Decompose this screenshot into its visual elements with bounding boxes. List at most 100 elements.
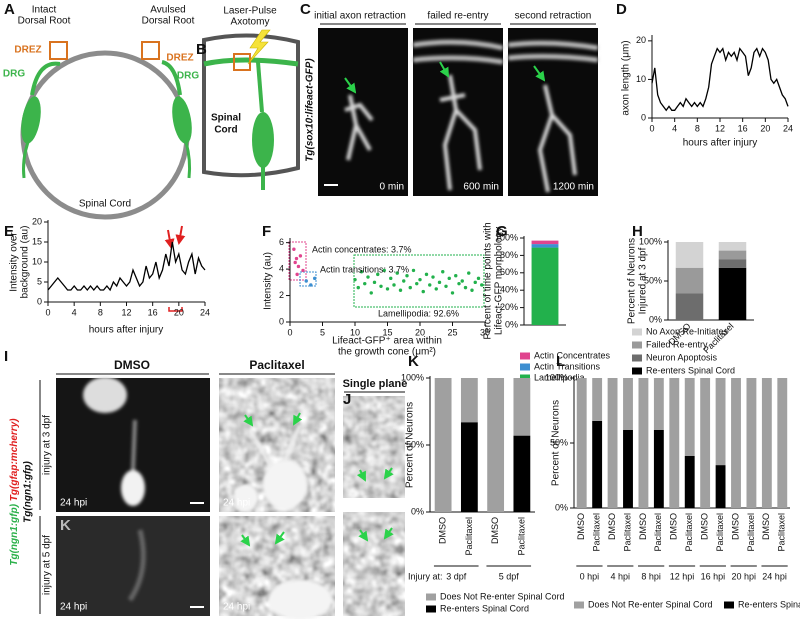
point — [470, 288, 474, 292]
bar-segment — [576, 378, 587, 508]
label: DREZ — [166, 53, 193, 64]
y-tick-label: 20 — [32, 216, 42, 226]
group-label: 5 dpf — [499, 571, 520, 581]
y-tick-label: 0% — [505, 319, 518, 329]
group-label: 0 hpi — [580, 571, 600, 581]
bar-segment — [700, 378, 711, 508]
point — [415, 281, 419, 286]
legend-label: Failed Re-entry — [646, 339, 708, 349]
bar-segment — [460, 378, 478, 423]
legend-swatch — [520, 363, 530, 371]
legend-label: Lamellipodia — [534, 372, 585, 382]
label: Axotomy — [231, 17, 270, 28]
bar-segment — [746, 378, 757, 508]
y-tick-label: 20% — [500, 302, 518, 312]
point — [424, 272, 429, 277]
group-label: 12 hpi — [670, 571, 695, 581]
bar-segment — [531, 247, 559, 325]
x-tick-label: 20 — [760, 123, 770, 133]
x-tick-label: 16 — [148, 307, 158, 317]
bar-segment — [592, 378, 603, 421]
bar-segment — [460, 422, 478, 512]
x-tick-label: 10 — [350, 327, 360, 337]
category-label: Paclitaxel — [777, 513, 787, 552]
arrows — [240, 412, 394, 547]
row-label: injury at 3 dpf — [42, 415, 53, 475]
bar-segment — [653, 378, 664, 430]
image-title: failed re-entry — [427, 11, 488, 22]
point — [379, 284, 383, 288]
legend-label: Actin Transitions — [534, 361, 601, 371]
group-label: 4 hpi — [611, 571, 631, 581]
arrow — [439, 61, 449, 78]
legend-swatch — [426, 593, 436, 601]
bar-segment — [623, 430, 633, 508]
point — [437, 280, 442, 285]
bar-segment — [675, 242, 704, 268]
legend-label: Actin Concentrates — [534, 350, 611, 360]
bar-segment — [684, 456, 695, 508]
y-tick-label: 100% — [545, 372, 568, 382]
label: Laser-Pulse — [223, 6, 277, 17]
legend-swatch — [574, 601, 584, 609]
column-label: Single plane — [343, 378, 408, 390]
x-tick-label: 20 — [174, 307, 184, 317]
timestamp: 24 hpi — [223, 498, 250, 509]
y-tick-label: 50% — [644, 275, 662, 285]
bar-segment — [761, 378, 772, 508]
x-tick-label: 12 — [715, 123, 725, 133]
row-label: injury at 5 dpf — [42, 535, 53, 595]
x-tick-label: 20 — [415, 327, 425, 337]
reporter-label: Tg(ngn1:gfp) — [23, 461, 34, 523]
reporter: Tg(ngn1:gfp) — [9, 503, 20, 565]
panel-label: E — [4, 223, 14, 240]
cells — [234, 424, 332, 619]
bar-segment — [531, 244, 559, 248]
bar-segment — [623, 378, 633, 430]
group-label: 3 dpf — [446, 571, 467, 581]
legend-swatch — [724, 601, 734, 609]
y-tick-label: 0 — [279, 316, 284, 326]
arrow — [344, 77, 357, 94]
x-tick-label: 24 — [200, 307, 210, 317]
group-label: 8 hpi — [641, 571, 661, 581]
cells — [83, 377, 146, 602]
y-tick-label: 0 — [37, 296, 42, 306]
bar-segment — [638, 378, 649, 508]
label: Spinal — [211, 113, 241, 124]
y-tick-label: 100% — [639, 236, 662, 246]
legend-swatch — [632, 341, 642, 349]
point — [398, 288, 403, 292]
legend-label: Does Not Re-enter Spinal Cord — [588, 599, 713, 609]
panel-c: Tg(sox10:lifeact-GFP) initial axon retra… — [305, 11, 599, 196]
x-axis-title: Lifeact-GFP⁺ area within — [332, 336, 442, 347]
point — [463, 285, 468, 290]
x-tick-label: 5 — [320, 327, 325, 337]
panel-label: J — [343, 391, 351, 408]
point — [309, 283, 313, 287]
panel-label: F — [262, 223, 271, 240]
bar-segment — [513, 435, 531, 512]
bar-segment — [592, 420, 603, 508]
y-axis-title: background (au) — [20, 226, 31, 299]
label: DRG — [3, 69, 25, 80]
laser-bolt — [247, 29, 271, 65]
point — [476, 276, 481, 281]
y-axis-title: Intensity (au) — [263, 252, 274, 310]
point — [294, 256, 299, 261]
point — [353, 277, 357, 282]
y-tick-label: 40% — [500, 285, 518, 295]
x-tick-label: 4 — [672, 123, 677, 133]
y-tick-label: 15 — [32, 236, 42, 246]
legend-label: Does Not Re-enter Spinal Cord — [440, 591, 565, 601]
y-tick-label: 50% — [550, 437, 568, 447]
point — [428, 283, 432, 287]
reporter-label: Tg(sox10:lifeact-GFP) — [305, 58, 316, 162]
x-tick-label: 0 — [45, 307, 50, 317]
point — [389, 276, 393, 281]
point — [293, 260, 297, 265]
point — [395, 271, 399, 275]
group-label: 16 hpi — [701, 571, 726, 581]
group-label: 20 hpi — [731, 571, 756, 581]
y-axis-title: Percent of Neurons — [405, 402, 416, 488]
